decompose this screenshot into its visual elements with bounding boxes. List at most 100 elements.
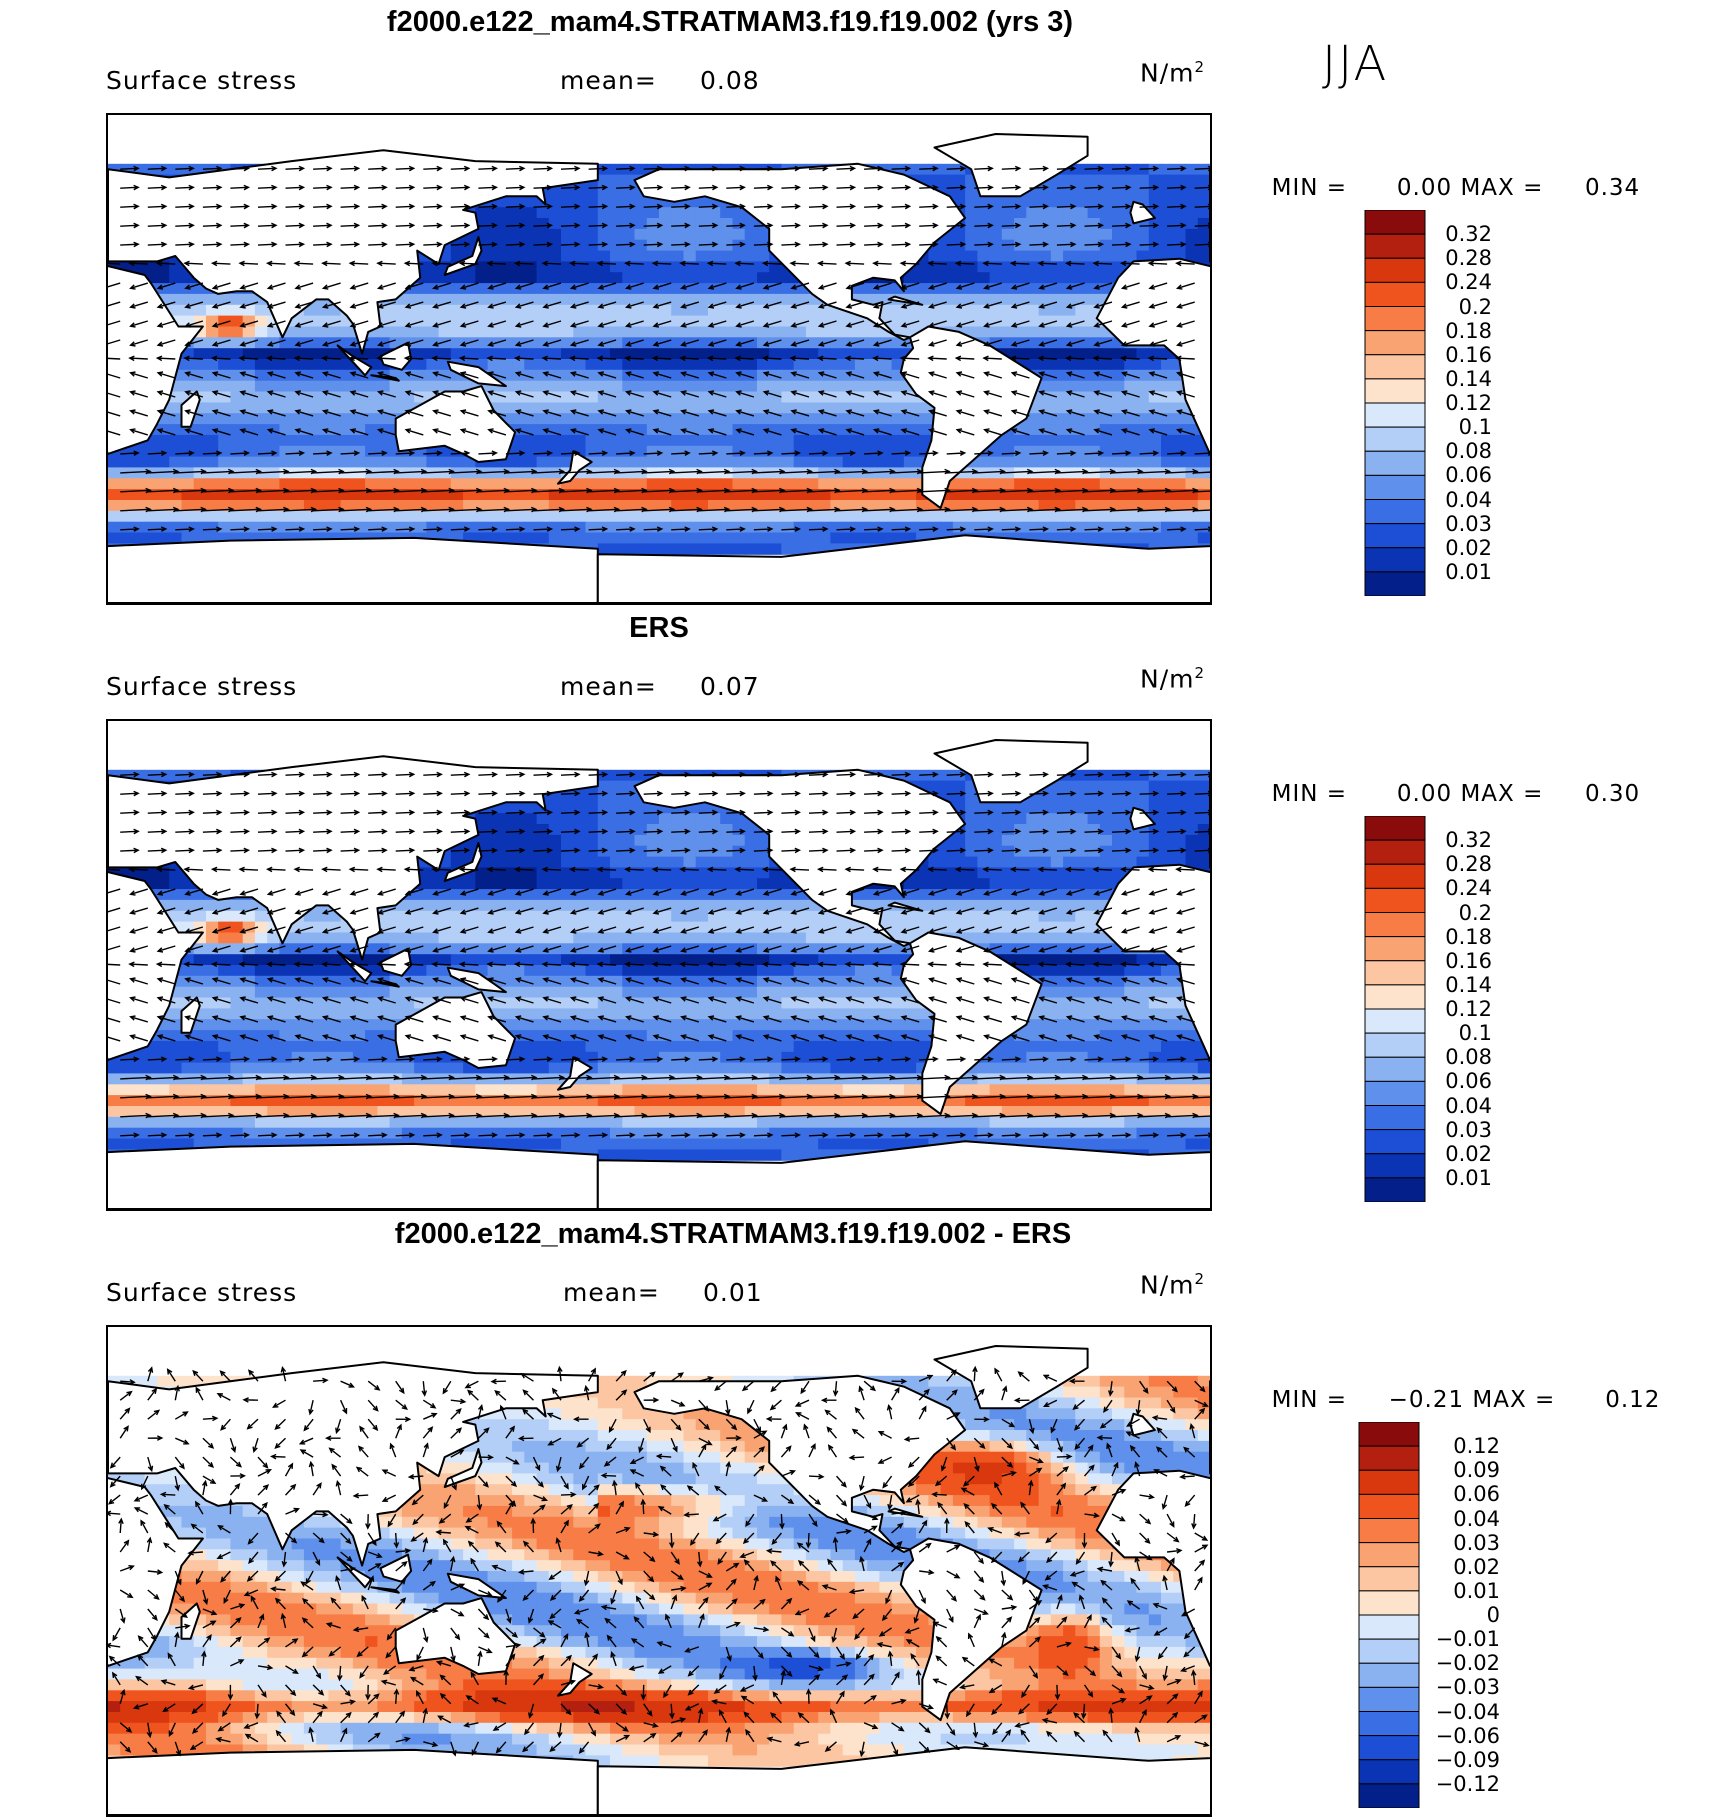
colorbar-label: 0.1 [1458,1021,1492,1046]
panel-3-map [106,1325,1212,1817]
colorbar-swatch [1364,233,1426,259]
season-label: JJA [1322,36,1389,92]
colorbar-label: 0.12 [1445,997,1492,1021]
panel-2-minmax: MIN = 0.00 MAX = 0.30 [1255,755,1640,807]
colorbar-swatch [1358,1759,1420,1785]
colorbar-label: 0.01 [1445,1165,1492,1190]
panel-3-max-value: 0.12 [1605,1387,1661,1413]
panel-2-units: N/m2 [1140,664,1206,694]
colorbar-swatch [1364,984,1426,1010]
colorbar-label: 0.09 [1453,1458,1500,1483]
panel-3-min-label: MIN = [1271,1387,1348,1413]
panel-1-min-value: 0.00 [1396,175,1453,201]
colorbar-label: 0.14 [1445,366,1492,391]
panel-2-min-label: MIN = [1271,781,1348,807]
colorbar-label: 0.18 [1445,318,1492,343]
colorbar-label: 0.04 [1445,487,1492,512]
colorbar-label: 0.1 [1458,415,1492,440]
colorbar-label: 0.01 [1453,1578,1500,1603]
colorbar-label: 0.2 [1458,900,1492,925]
colorbar-swatch [1358,1614,1420,1640]
colorbar-swatch [1364,887,1426,913]
colorbar-swatch [1358,1711,1420,1737]
colorbar-swatch [1358,1566,1420,1592]
colorbar-swatch [1364,1153,1426,1179]
colorbar-swatch [1364,1080,1426,1106]
colorbar-label: 0.32 [1445,222,1492,247]
panel-1-max-label: MAX = [1460,175,1544,201]
colorbar-label: 0.03 [1445,1117,1492,1142]
colorbar-swatch [1364,912,1426,938]
colorbar-label: 0.32 [1445,828,1492,853]
panel-2-mean-value: 0.07 [700,672,760,701]
panel-2-colorbar-labels: 0.32 0.28 0.24 0.2 0.18 0.16 0.14 0.12 0.1 0.08 0.… [1430,816,1492,1202]
panel-3-units: N/m2 [1140,1270,1206,1300]
colorbar-swatch [1364,547,1426,573]
colorbar-swatch [1364,960,1426,986]
colorbar-label: 0.28 [1445,852,1492,877]
panel-3-minmax: MIN = −0.21 MAX = 0.12 [1255,1361,1660,1413]
colorbar-label: −0.09 [1435,1747,1500,1772]
panel-2-max-label: MAX = [1460,781,1544,807]
colorbar-label: −0.12 [1435,1771,1500,1796]
panel-2-variable: Surface stress [106,672,298,701]
colorbar-swatch [1358,1542,1420,1568]
colorbar-label: 0.03 [1445,511,1492,536]
colorbar-label: 0.06 [1445,463,1492,488]
colorbar-swatch [1358,1445,1420,1471]
colorbar-label: 0.24 [1445,270,1492,295]
colorbar-label: 0.12 [1453,1434,1500,1459]
colorbar-label: 0.02 [1453,1554,1500,1579]
colorbar-label: 0 [1486,1603,1500,1627]
colorbar-label: −0.04 [1435,1699,1500,1724]
colorbar-label: 0.12 [1445,391,1492,415]
colorbar-swatch [1364,1008,1426,1034]
colorbar-label: −0.01 [1435,1627,1500,1652]
colorbar-swatch [1364,306,1426,332]
panel-2-title: ERS [629,612,689,644]
colorbar-label: −0.03 [1435,1675,1500,1700]
colorbar-swatch [1364,330,1426,356]
panel-2-colorbar [1364,816,1426,1202]
stress-vectors [108,771,1210,1138]
panel-3-mean-value: 0.01 [703,1278,763,1307]
colorbar-label: 0.01 [1445,559,1492,584]
colorbar-swatch [1358,1662,1420,1688]
colorbar-label: 0.28 [1445,246,1492,271]
panel-1-units: N/m2 [1140,58,1206,88]
panel-1-mean-value: 0.08 [700,66,760,95]
colorbar-swatch [1358,1783,1420,1808]
colorbar-swatch [1364,1105,1426,1131]
colorbar-swatch [1364,1177,1426,1202]
panel-1-max-value: 0.34 [1584,175,1641,201]
panel-3-max-label: MAX = [1472,1387,1556,1413]
panel-1-mean-label: mean= [560,66,657,95]
colorbar-label: 0.24 [1445,876,1492,901]
colorbar-swatch [1364,474,1426,500]
colorbar-swatch [1364,863,1426,889]
panel-1-map [106,113,1212,605]
colorbar-swatch [1364,1032,1426,1058]
colorbar-swatch [1364,936,1426,962]
colorbar-label: 0.08 [1445,439,1492,464]
panel-3-mean-label: mean= [563,1278,660,1307]
colorbar-swatch [1364,281,1426,307]
colorbar-swatch [1364,378,1426,404]
colorbar-swatch [1364,571,1426,596]
panel-2-mean-label: mean= [560,672,657,701]
colorbar-label: 0.06 [1453,1482,1500,1507]
colorbar-label: −0.06 [1435,1723,1500,1748]
colorbar-swatch [1364,499,1426,525]
panel-2-max-value: 0.30 [1584,781,1641,807]
panel-1-min-label: MIN = [1271,175,1348,201]
colorbar-swatch [1358,1638,1420,1664]
panel-2-min-value: 0.00 [1396,781,1453,807]
colorbar-label: 0.08 [1445,1045,1492,1070]
colorbar-swatch [1364,1129,1426,1155]
colorbar-swatch [1364,450,1426,476]
colorbar-swatch [1364,1056,1426,1082]
colorbar-label: 0.03 [1453,1530,1500,1555]
panel-1-colorbar [1364,210,1426,596]
panel-3-variable: Surface stress [106,1278,298,1307]
stress-vectors [108,1365,1210,1758]
